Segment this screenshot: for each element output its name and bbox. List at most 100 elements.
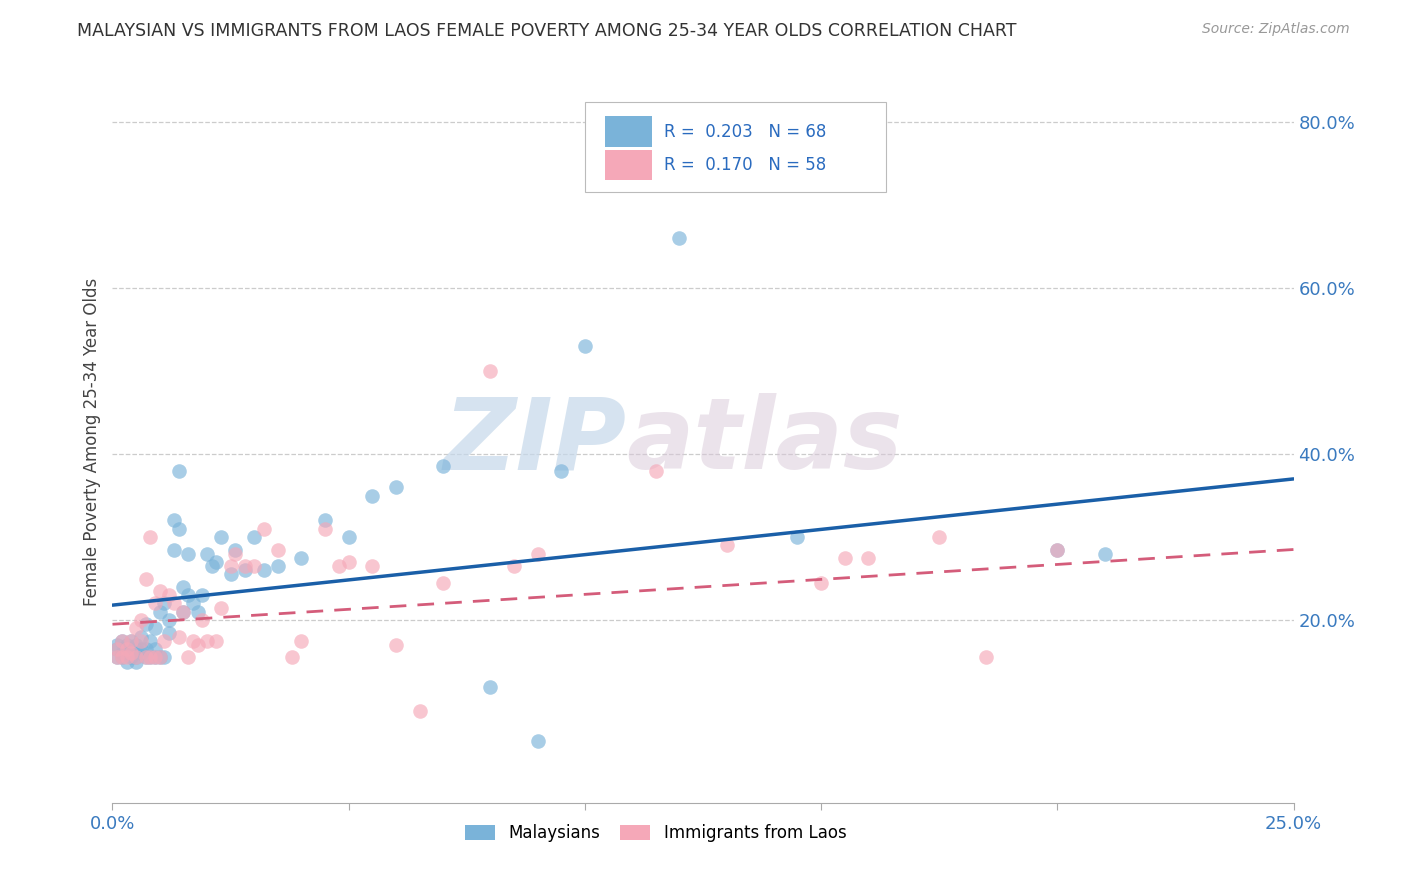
Point bbox=[115, 642, 138, 657]
Point bbox=[120, 633, 142, 648]
Point bbox=[149, 650, 172, 665]
Point bbox=[195, 633, 218, 648]
Point bbox=[125, 642, 148, 657]
Point bbox=[195, 547, 218, 561]
Point bbox=[115, 642, 138, 657]
Point bbox=[163, 542, 186, 557]
Text: ZIP: ZIP bbox=[443, 393, 626, 490]
Point bbox=[314, 522, 336, 536]
Point bbox=[120, 646, 142, 660]
Point bbox=[172, 580, 194, 594]
Point bbox=[337, 530, 360, 544]
Point bbox=[205, 555, 228, 569]
Point bbox=[209, 530, 232, 544]
Point bbox=[129, 642, 152, 657]
Point bbox=[167, 522, 190, 536]
Point bbox=[281, 650, 304, 665]
Point bbox=[337, 555, 360, 569]
Point bbox=[928, 530, 950, 544]
Point bbox=[177, 650, 200, 665]
Point bbox=[120, 633, 142, 648]
Point bbox=[177, 547, 200, 561]
Point bbox=[290, 633, 312, 648]
Point bbox=[1046, 542, 1069, 557]
Point bbox=[139, 650, 162, 665]
Point bbox=[157, 588, 180, 602]
Point bbox=[201, 559, 224, 574]
Point bbox=[432, 459, 454, 474]
Point bbox=[385, 480, 408, 494]
Point bbox=[526, 547, 548, 561]
Point bbox=[479, 680, 502, 694]
Point bbox=[111, 633, 134, 648]
Point bbox=[181, 597, 204, 611]
Text: atlas: atlas bbox=[626, 393, 903, 490]
Point bbox=[143, 650, 166, 665]
Point bbox=[135, 617, 157, 632]
Point bbox=[149, 584, 172, 599]
Text: R =  0.170   N = 58: R = 0.170 N = 58 bbox=[664, 156, 827, 174]
Point bbox=[105, 650, 128, 665]
Point bbox=[105, 638, 128, 652]
Point bbox=[143, 621, 166, 635]
Point bbox=[361, 559, 384, 574]
Point bbox=[432, 575, 454, 590]
Point bbox=[129, 646, 152, 660]
Point bbox=[143, 642, 166, 657]
Point bbox=[267, 542, 290, 557]
Point bbox=[503, 559, 526, 574]
Point bbox=[191, 588, 214, 602]
Point bbox=[550, 464, 572, 478]
Point bbox=[290, 550, 312, 565]
Point bbox=[105, 642, 128, 657]
Point bbox=[408, 705, 430, 719]
Point bbox=[233, 559, 256, 574]
Point bbox=[125, 650, 148, 665]
Point bbox=[219, 559, 242, 574]
Point bbox=[120, 650, 142, 665]
Point bbox=[191, 613, 214, 627]
Point bbox=[243, 559, 266, 574]
Point bbox=[135, 642, 157, 657]
Point bbox=[253, 522, 276, 536]
Point bbox=[143, 597, 166, 611]
FancyBboxPatch shape bbox=[605, 116, 652, 147]
Y-axis label: Female Poverty Among 25-34 Year Olds: Female Poverty Among 25-34 Year Olds bbox=[83, 277, 101, 606]
Point bbox=[149, 650, 172, 665]
Point bbox=[105, 650, 128, 665]
Point bbox=[135, 650, 157, 665]
Point bbox=[125, 650, 148, 665]
Point bbox=[224, 547, 246, 561]
Point bbox=[314, 513, 336, 527]
Point bbox=[105, 642, 128, 657]
Point bbox=[810, 575, 832, 590]
Point bbox=[125, 638, 148, 652]
Text: MALAYSIAN VS IMMIGRANTS FROM LAOS FEMALE POVERTY AMONG 25-34 YEAR OLDS CORRELATI: MALAYSIAN VS IMMIGRANTS FROM LAOS FEMALE… bbox=[77, 22, 1017, 40]
Point bbox=[125, 621, 148, 635]
Point bbox=[976, 650, 998, 665]
Point bbox=[186, 605, 208, 619]
Point bbox=[149, 605, 172, 619]
Point bbox=[786, 530, 808, 544]
FancyBboxPatch shape bbox=[585, 102, 886, 193]
Point bbox=[267, 559, 290, 574]
Point bbox=[111, 633, 134, 648]
Text: Source: ZipAtlas.com: Source: ZipAtlas.com bbox=[1202, 22, 1350, 37]
Point bbox=[361, 489, 384, 503]
Point bbox=[644, 464, 666, 478]
Point bbox=[716, 538, 738, 552]
Point bbox=[129, 613, 152, 627]
Point bbox=[172, 605, 194, 619]
Point bbox=[120, 646, 142, 660]
Point bbox=[385, 638, 408, 652]
Point bbox=[135, 650, 157, 665]
Point bbox=[181, 633, 204, 648]
Point bbox=[125, 655, 148, 669]
Point bbox=[233, 563, 256, 577]
Point bbox=[163, 513, 186, 527]
Point bbox=[177, 588, 200, 602]
Point bbox=[167, 464, 190, 478]
Legend: Malaysians, Immigrants from Laos: Malaysians, Immigrants from Laos bbox=[458, 817, 853, 848]
Point bbox=[668, 231, 690, 245]
Point bbox=[328, 559, 350, 574]
